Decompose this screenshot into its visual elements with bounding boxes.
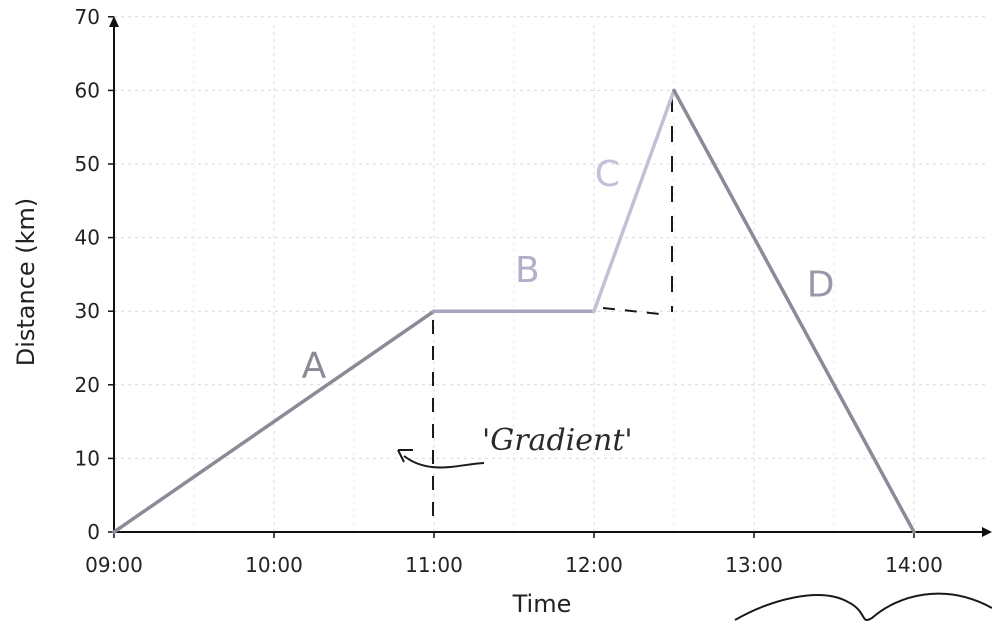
hand-scribble xyxy=(734,592,992,621)
grid-lines xyxy=(113,16,988,533)
dashed-line-c-base xyxy=(602,307,661,315)
y-tick-label: 70 xyxy=(75,5,100,29)
x-tick-label: 12:00 xyxy=(565,553,623,577)
segment-labels: A B C D xyxy=(302,154,835,386)
axes xyxy=(109,16,992,537)
hand-arrow xyxy=(403,455,485,469)
segment-label-a: A xyxy=(302,345,327,386)
segment-label-c: C xyxy=(595,154,620,195)
gradient-annotation: 'Gradient' xyxy=(482,423,633,458)
x-tick-label: 11:00 xyxy=(405,553,463,577)
x-tick-label: 13:00 xyxy=(725,553,783,577)
y-axis-title: Distance (km) xyxy=(12,198,40,367)
x-tick-label: 14:00 xyxy=(885,553,943,577)
y-tick-labels: 0 10 20 30 40 50 60 70 xyxy=(75,5,114,544)
series-line-2 xyxy=(592,88,676,313)
x-tick-label: 10:00 xyxy=(245,553,303,577)
x-tick-labels: 09:00 10:00 11:00 12:00 13:00 14:00 xyxy=(85,532,943,577)
x-axis-arrow xyxy=(982,527,992,537)
y-tick-label: 20 xyxy=(75,373,100,397)
y-tick-label: 50 xyxy=(75,152,100,176)
y-tick-label: 60 xyxy=(75,78,100,102)
y-tick-label: 0 xyxy=(87,520,100,544)
y-tick-label: 10 xyxy=(75,446,100,470)
y-tick-label: 40 xyxy=(75,226,100,250)
segment-label-d: D xyxy=(807,264,835,305)
series-line-3 xyxy=(672,88,916,534)
x-axis-title: Time xyxy=(512,590,572,618)
x-tick-label: 09:00 xyxy=(85,553,143,577)
series-line-0 xyxy=(112,309,436,534)
y-axis-arrow xyxy=(109,16,119,27)
hand-arrowhead xyxy=(397,449,413,463)
y-tick-label: 30 xyxy=(75,299,100,323)
handwritten-annotations xyxy=(397,96,992,621)
line-series xyxy=(112,88,916,534)
segment-label-b: B xyxy=(515,250,540,291)
